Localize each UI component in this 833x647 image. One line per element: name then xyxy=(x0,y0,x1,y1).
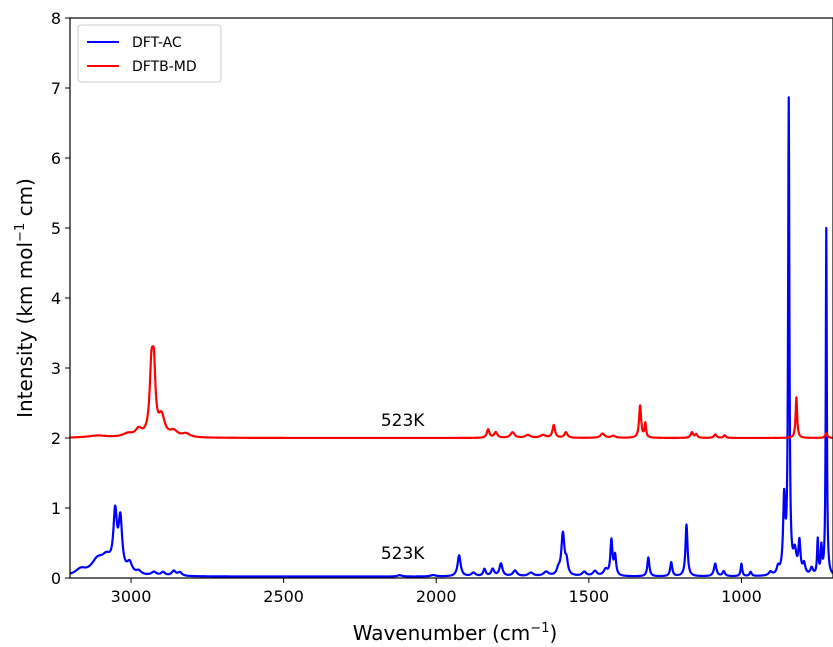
plot-frame xyxy=(69,17,833,579)
y-axis-label: Intensity (km mol−1 cm) xyxy=(13,178,37,418)
y-tick-label: 4 xyxy=(51,289,61,308)
series-layer xyxy=(70,96,833,578)
x-axis-label: Wavenumber (cm−1) xyxy=(353,621,558,645)
legend-label-dftb-md: DFTB-MD xyxy=(132,59,197,75)
y-tick-label: 0 xyxy=(51,569,61,588)
legend-label-dft-ac: DFT-AC xyxy=(132,35,182,51)
y-tick-label: 3 xyxy=(51,359,61,378)
x-tick-label: 1500 xyxy=(568,587,609,606)
annotation-temperature: 523K xyxy=(381,411,425,431)
y-tick-label: 1 xyxy=(51,499,61,518)
y-tick-label: 6 xyxy=(51,149,61,168)
series-line-dftb-md xyxy=(70,345,833,440)
x-axis: 3000 2500 2000 1500 1000 xyxy=(111,578,762,606)
y-tick-label: 2 xyxy=(51,429,61,448)
y-tick-label: 7 xyxy=(51,79,61,98)
y-tick-label: 8 xyxy=(51,9,61,28)
x-tick-label: 3000 xyxy=(111,587,152,606)
x-tick-label: 2500 xyxy=(263,587,304,606)
series-line-dft-ac xyxy=(70,96,833,578)
x-tick-label: 2000 xyxy=(416,587,457,606)
legend: DFT-AC DFTB-MD xyxy=(77,24,222,83)
legend-box xyxy=(77,24,222,83)
annotation-temperature: 523K xyxy=(381,544,425,564)
y-tick-label: 5 xyxy=(51,219,61,238)
annotations: 523K 523K xyxy=(381,411,425,564)
x-tick-label: 1000 xyxy=(721,587,762,606)
y-axis: 0 1 2 3 4 5 6 7 8 xyxy=(51,9,70,588)
